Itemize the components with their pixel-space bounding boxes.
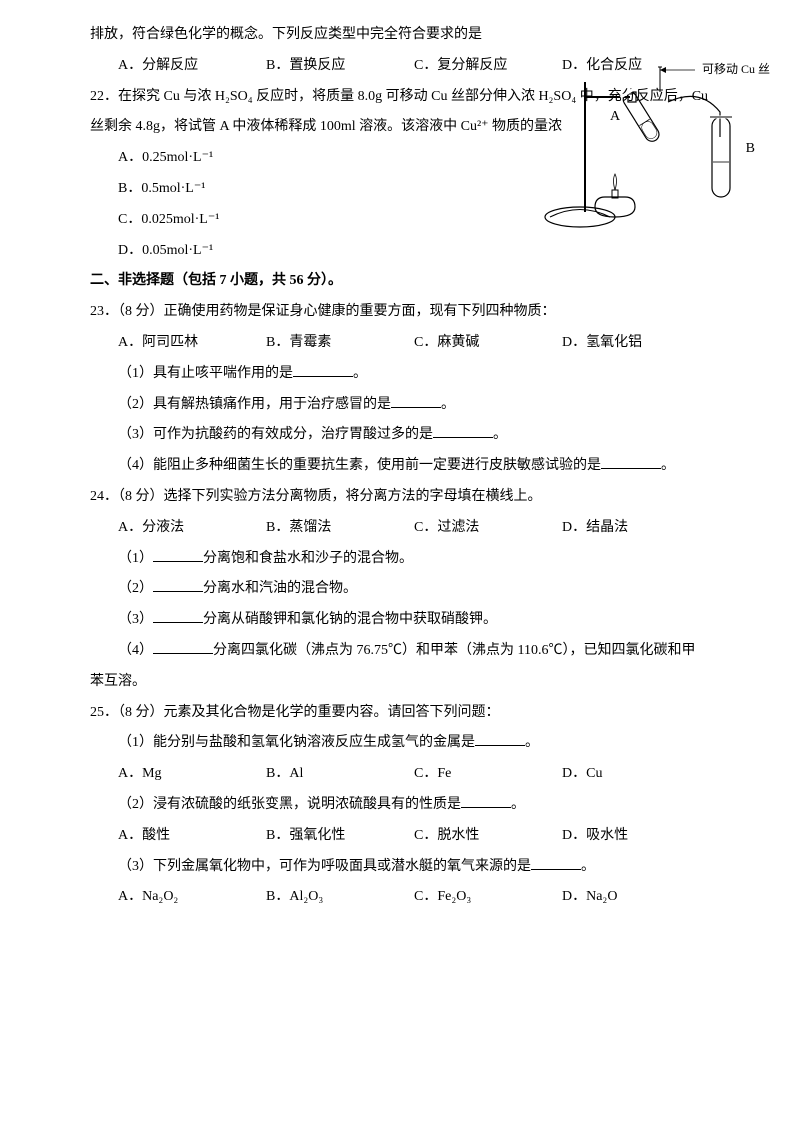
apparatus-diagram: 可移动 Cu 丝 A B — [540, 62, 760, 232]
q23-part3: （3）可作为抗酸药的有效成分，治疗胃酸过多的是 。 — [90, 420, 710, 451]
q24-part4: （4） 分离四氯化碳（沸点为 76.75℃）和甲苯（沸点为 110.6℃），已知四… — [90, 636, 710, 667]
q24-opt-c: C．过滤法 — [414, 513, 562, 544]
q25-p1-post: 。 — [525, 735, 539, 750]
q25-p3-opt-b: B．Al₂O₃ — [266, 882, 414, 913]
q21-opt-b: B．置换反应 — [266, 51, 414, 82]
blank — [461, 793, 511, 808]
q25-part2: （2）浸有浓硫酸的纸张变黑，说明浓硫酸具有的性质是 。 — [90, 790, 710, 821]
blank — [153, 639, 213, 654]
q23-p3-pre: （3）可作为抗酸药的有效成分，治疗胃酸过多的是 — [118, 427, 433, 442]
q23-p2-post: 。 — [441, 397, 455, 412]
q24-p1-pre: （1） — [118, 551, 153, 566]
q24-p4-post: 分离四氯化碳（沸点为 76.75℃）和甲苯（沸点为 110.6℃），已知四氯化碳… — [213, 643, 695, 658]
q25-p3-opt-a: A．Na₂O₂ — [118, 882, 266, 913]
q21-opt-a: A．分解反应 — [118, 51, 266, 82]
q24-p2-post: 分离水和汽油的混合物。 — [203, 581, 357, 596]
q24-opt-d: D．结晶法 — [562, 513, 710, 544]
q25-p2-pre: （2）浸有浓硫酸的纸张变黑，说明浓硫酸具有的性质是 — [118, 797, 461, 812]
q23-p2-pre: （2）具有解热镇痛作用，用于治疗感冒的是 — [118, 397, 391, 412]
blank — [293, 362, 353, 377]
q25-p3-post: 。 — [581, 859, 595, 874]
q25-stem: 25．（8 分）元素及其化合物是化学的重要内容。请回答下列问题： — [90, 698, 710, 729]
section-2-header: 二、非选择题（包括 7 小题，共 56 分）。 — [90, 266, 710, 297]
q25-p3-opt-c: C．Fe₂O₃ — [414, 882, 562, 913]
q24-opt-a: A．分液法 — [118, 513, 266, 544]
q24-stem: 24．（8 分）选择下列实验方法分离物质，将分离方法的字母填在横线上。 — [90, 482, 710, 513]
q24-part4-cont: 苯互溶。 — [90, 667, 710, 698]
q21-stem-tail: 排放，符合绿色化学的概念。下列反应类型中完全符合要求的是 — [90, 20, 710, 51]
q23-opt-b: B．青霉素 — [266, 328, 414, 359]
q25-p2-opt-a: A．酸性 — [118, 821, 266, 852]
q25-p2-options: A．酸性 B．强氧化性 C．脱水性 D．吸水性 — [90, 821, 710, 852]
q23-part2: （2）具有解热镇痛作用，用于治疗感冒的是 。 — [90, 390, 710, 421]
q23-stem: 23．（8 分）正确使用药物是保证身心健康的重要方面，现有下列四种物质： — [90, 297, 710, 328]
q23-opt-a: A．阿司匹林 — [118, 328, 266, 359]
q24-p2-pre: （2） — [118, 581, 153, 596]
q23-part1: （1）具有止咳平喘作用的是 。 — [90, 359, 710, 390]
exam-page: 排放，符合绿色化学的概念。下列反应类型中完全符合要求的是 A．分解反应 B．置换… — [0, 0, 800, 1132]
q23-opt-d: D．氢氧化铝 — [562, 328, 710, 359]
q24-part2: （2） 分离水和汽油的混合物。 — [90, 574, 710, 605]
diagram-label-b: B — [746, 134, 755, 165]
blank — [391, 393, 441, 408]
blank — [153, 608, 203, 623]
q25-p2-opt-b: B．强氧化性 — [266, 821, 414, 852]
q23-part4: （4）能阻止多种细菌生长的重要抗生素，使用前一定要进行皮肤敏感试验的是 。 — [90, 451, 710, 482]
q25-p1-opt-a: A．Mg — [118, 759, 266, 790]
q25-p1-opt-c: C．Fe — [414, 759, 562, 790]
q25-p1-options: A．Mg B．Al C．Fe D．Cu — [90, 759, 710, 790]
q25-p2-opt-d: D．吸水性 — [562, 821, 710, 852]
q25-p1-opt-b: B．Al — [266, 759, 414, 790]
diagram-label-cu: 可移动 Cu 丝 — [702, 56, 770, 82]
blank — [433, 423, 493, 438]
q25-part3: （3）下列金属氧化物中，可作为呼吸面具或潜水艇的氧气来源的是 。 — [90, 852, 710, 883]
q23-p1-post: 。 — [353, 366, 367, 381]
blank — [153, 547, 203, 562]
q25-part1: （1）能分别与盐酸和氢氧化钠溶液反应生成氢气的金属是 。 — [90, 728, 710, 759]
q23-options: A．阿司匹林 B．青霉素 C．麻黄碱 D．氢氧化铝 — [90, 328, 710, 359]
blank — [475, 731, 525, 746]
q25-p2-post: 。 — [511, 797, 525, 812]
q25-p1-pre: （1）能分别与盐酸和氢氧化钠溶液反应生成氢气的金属是 — [118, 735, 475, 750]
q25-p2-opt-c: C．脱水性 — [414, 821, 562, 852]
q24-part1: （1） 分离饱和食盐水和沙子的混合物。 — [90, 544, 710, 575]
q24-p3-pre: （3） — [118, 612, 153, 627]
q25-p3-options: A．Na₂O₂ B．Al₂O₃ C．Fe₂O₃ D．Na₂O — [90, 882, 710, 913]
q23-p3-post: 。 — [493, 427, 507, 442]
diagram-label-a: A — [610, 102, 620, 133]
blank — [601, 454, 661, 469]
q25-p3-pre: （3）下列金属氧化物中，可作为呼吸面具或潜水艇的氧气来源的是 — [118, 859, 531, 874]
q24-p3-post: 分离从硝酸钾和氯化钠的混合物中获取硝酸钾。 — [203, 612, 497, 627]
q24-options: A．分液法 B．蒸馏法 C．过滤法 D．结晶法 — [90, 513, 710, 544]
q24-p4-pre: （4） — [118, 643, 153, 658]
q23-p4-post: 。 — [661, 458, 675, 473]
q24-opt-b: B．蒸馏法 — [266, 513, 414, 544]
blank — [531, 855, 581, 870]
q23-p4-pre: （4）能阻止多种细菌生长的重要抗生素，使用前一定要进行皮肤敏感试验的是 — [118, 458, 601, 473]
blank — [153, 577, 203, 592]
q25-p3-opt-d: D．Na₂O — [562, 882, 710, 913]
q23-opt-c: C．麻黄碱 — [414, 328, 562, 359]
q23-p1-pre: （1）具有止咳平喘作用的是 — [118, 366, 293, 381]
q24-p1-post: 分离饱和食盐水和沙子的混合物。 — [203, 551, 413, 566]
q24-part3: （3） 分离从硝酸钾和氯化钠的混合物中获取硝酸钾。 — [90, 605, 710, 636]
q25-p1-opt-d: D．Cu — [562, 759, 710, 790]
q22-opt-d: D．0.05mol·L⁻¹ — [90, 236, 710, 267]
